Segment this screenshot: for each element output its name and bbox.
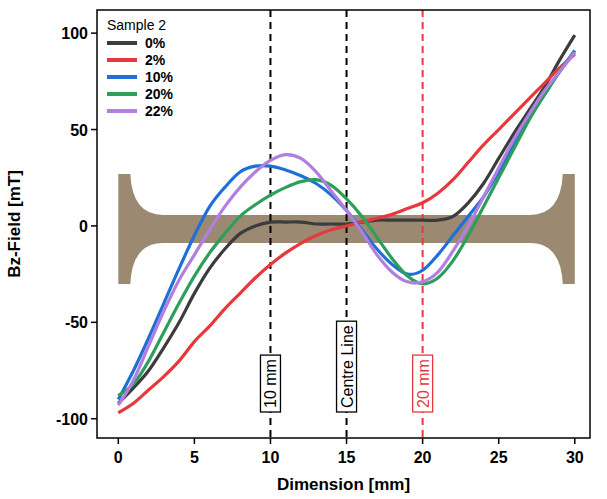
x-tick-label: 5	[190, 449, 199, 466]
plot-frame	[97, 10, 590, 438]
legend-label: 2%	[145, 52, 166, 68]
series-group	[118, 35, 574, 413]
x-tick-label: 0	[114, 449, 123, 466]
y-tick	[91, 418, 97, 420]
annotation-box	[413, 355, 433, 412]
y-tick-label: -50	[65, 314, 88, 331]
annotation-label: 20 mm	[413, 355, 433, 412]
y-tick-label: 100	[61, 25, 88, 42]
x-tick	[346, 438, 348, 444]
annotation-box	[337, 321, 357, 412]
legend-swatch	[107, 109, 137, 113]
x-axis-title: Dimension [mm]	[277, 475, 410, 494]
x-tick	[194, 438, 196, 444]
y-tick	[91, 129, 97, 131]
legend-swatch	[107, 58, 137, 62]
y-tick-label: 0	[79, 218, 88, 235]
y-axis-title: Bz-Field [mT]	[5, 170, 24, 278]
x-tick	[422, 438, 424, 444]
annotation-text: 10 mm	[262, 359, 279, 408]
x-tick	[498, 438, 500, 444]
annotation-box	[260, 355, 280, 412]
x-tick	[574, 438, 576, 444]
annotation-label: Centre Line	[337, 321, 357, 412]
legend-label: 20%	[145, 86, 174, 102]
legend-swatch	[107, 75, 137, 79]
series-line	[118, 54, 574, 413]
legend-swatch	[107, 92, 137, 96]
annotation-label: 10 mm	[260, 355, 280, 412]
x-tick-label: 30	[566, 449, 584, 466]
x-tick-label: 25	[490, 449, 508, 466]
y-tick-label: -100	[56, 411, 88, 428]
chart: 10 mm Centre Line 20 mm 0 5 10 15 20 25 30 -100 -50…	[0, 0, 607, 499]
legend: Sample 2 0%2%10%20%22%	[107, 17, 174, 119]
x-tick	[118, 438, 120, 444]
y-tick	[91, 225, 97, 227]
x-tick-label: 20	[414, 449, 432, 466]
x-tick	[270, 438, 272, 444]
y-tick	[91, 322, 97, 324]
annotation-text: 20 mm	[415, 359, 432, 408]
y-tick-label: 50	[70, 122, 88, 139]
legend-label: 0%	[145, 35, 166, 51]
legend-label: 22%	[145, 103, 174, 119]
x-tick-label: 15	[338, 449, 356, 466]
legend-label: 10%	[145, 69, 174, 85]
y-tick	[91, 32, 97, 34]
x-tick-label: 10	[262, 449, 280, 466]
annotation-text: Centre Line	[339, 325, 356, 408]
legend-title: Sample 2	[107, 17, 166, 33]
legend-swatch	[107, 41, 137, 45]
